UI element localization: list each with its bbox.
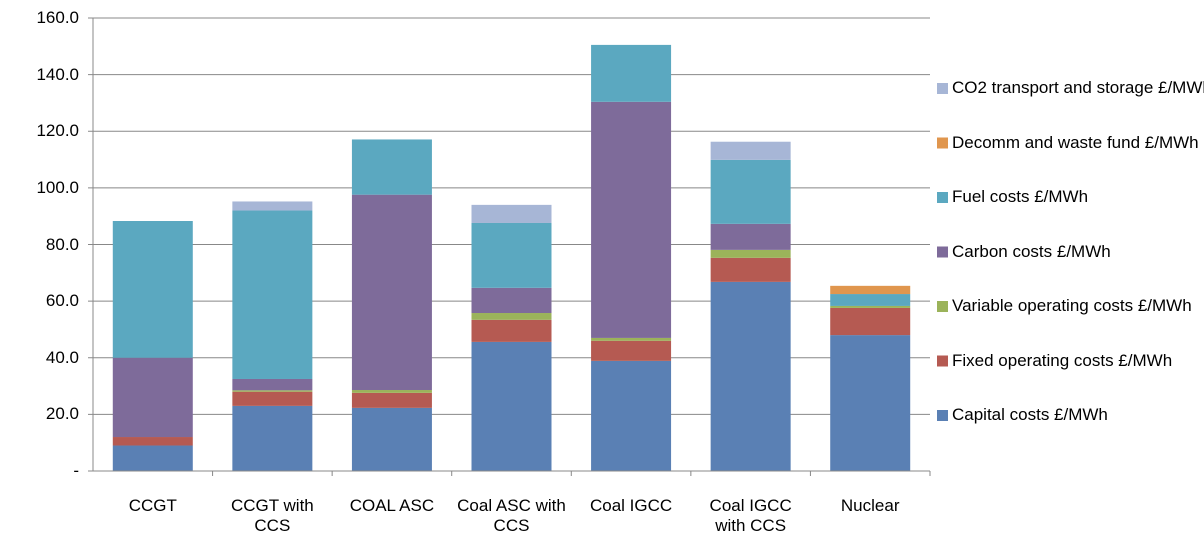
bar-segment [710, 257, 791, 282]
y-tick-label: 120.0 [36, 121, 79, 141]
x-tick-label: CCGT [128, 496, 177, 515]
x-tick-label: Nuclear [840, 496, 900, 515]
y-tick-label: 80.0 [45, 234, 79, 254]
legend-label: Variable operating costs £/MWh [952, 296, 1192, 315]
bar-segment [232, 378, 313, 391]
legend-label: Carbon costs £/MWh [952, 241, 1111, 261]
x-tick-label: COAL ASC [349, 496, 435, 515]
y-tick-label: 160.0 [36, 8, 79, 27]
bar-segment [830, 285, 911, 295]
bar-segment [112, 437, 193, 446]
bar-segment [112, 445, 193, 471]
bar-segment [471, 313, 552, 320]
y-tick-label: 100.0 [36, 177, 79, 197]
bar-segment [830, 335, 911, 471]
bar-segment [710, 141, 791, 160]
y-tick-label: 140.0 [36, 64, 79, 84]
legend-label: CO2 transport and storage £/MWh [952, 78, 1204, 97]
bar-segment [471, 222, 552, 288]
bar-segment [232, 405, 313, 471]
legend-swatch [937, 410, 948, 421]
bar-segment [830, 305, 911, 308]
x-tick-label: Coal IGCC [589, 496, 673, 515]
bar-segment [232, 390, 313, 392]
legend-swatch [937, 83, 948, 94]
bar-segment [471, 204, 552, 223]
bar-segment [471, 287, 552, 314]
y-tick-label: 20.0 [45, 404, 79, 424]
legend-label: Decomm and waste fund £/MWh [952, 132, 1199, 152]
bar-segment [351, 194, 432, 391]
bar-segment [830, 294, 911, 306]
bar-segment [232, 210, 313, 379]
bar-segment [471, 319, 552, 342]
bar-segment [232, 201, 313, 211]
bar-segment [351, 139, 432, 195]
legend-swatch [937, 246, 948, 258]
x-tick-label: CCGT with CCS [230, 496, 314, 535]
bar-segment [710, 281, 791, 471]
y-tick-label: 60.0 [45, 291, 79, 311]
y-tick-label: 40.0 [45, 347, 79, 367]
bar-segment [591, 337, 672, 341]
bar-segment [710, 223, 791, 250]
legend-swatch [937, 192, 948, 203]
x-tick-label: Coal IGCC with CCS [709, 496, 792, 535]
bar-segment [351, 407, 432, 471]
bar-segment [232, 391, 313, 406]
legend-label: Capital costs £/MWh [952, 405, 1108, 424]
bar-segment [710, 249, 791, 258]
bar-segment [830, 307, 911, 336]
bar-segment [591, 44, 672, 102]
legend-label: Fuel costs £/MWh [952, 187, 1089, 206]
bar-segment [471, 341, 552, 471]
bar-segment [351, 392, 432, 408]
x-tick-label: Coal ASC with CCS [457, 496, 566, 535]
y-tick-label: - [73, 461, 79, 480]
bar-segment [591, 101, 672, 338]
legend-label: Fixed operating costs £/MWh [952, 350, 1173, 370]
bar-segment [710, 159, 791, 224]
legend-swatch [937, 301, 948, 312]
bar-segment [351, 390, 432, 393]
bar-segment [591, 340, 672, 361]
legend-swatch [937, 355, 948, 367]
bar-segment [112, 357, 193, 438]
bar-segment [112, 221, 193, 358]
bar-segment [591, 360, 672, 471]
legend-swatch [937, 137, 948, 149]
